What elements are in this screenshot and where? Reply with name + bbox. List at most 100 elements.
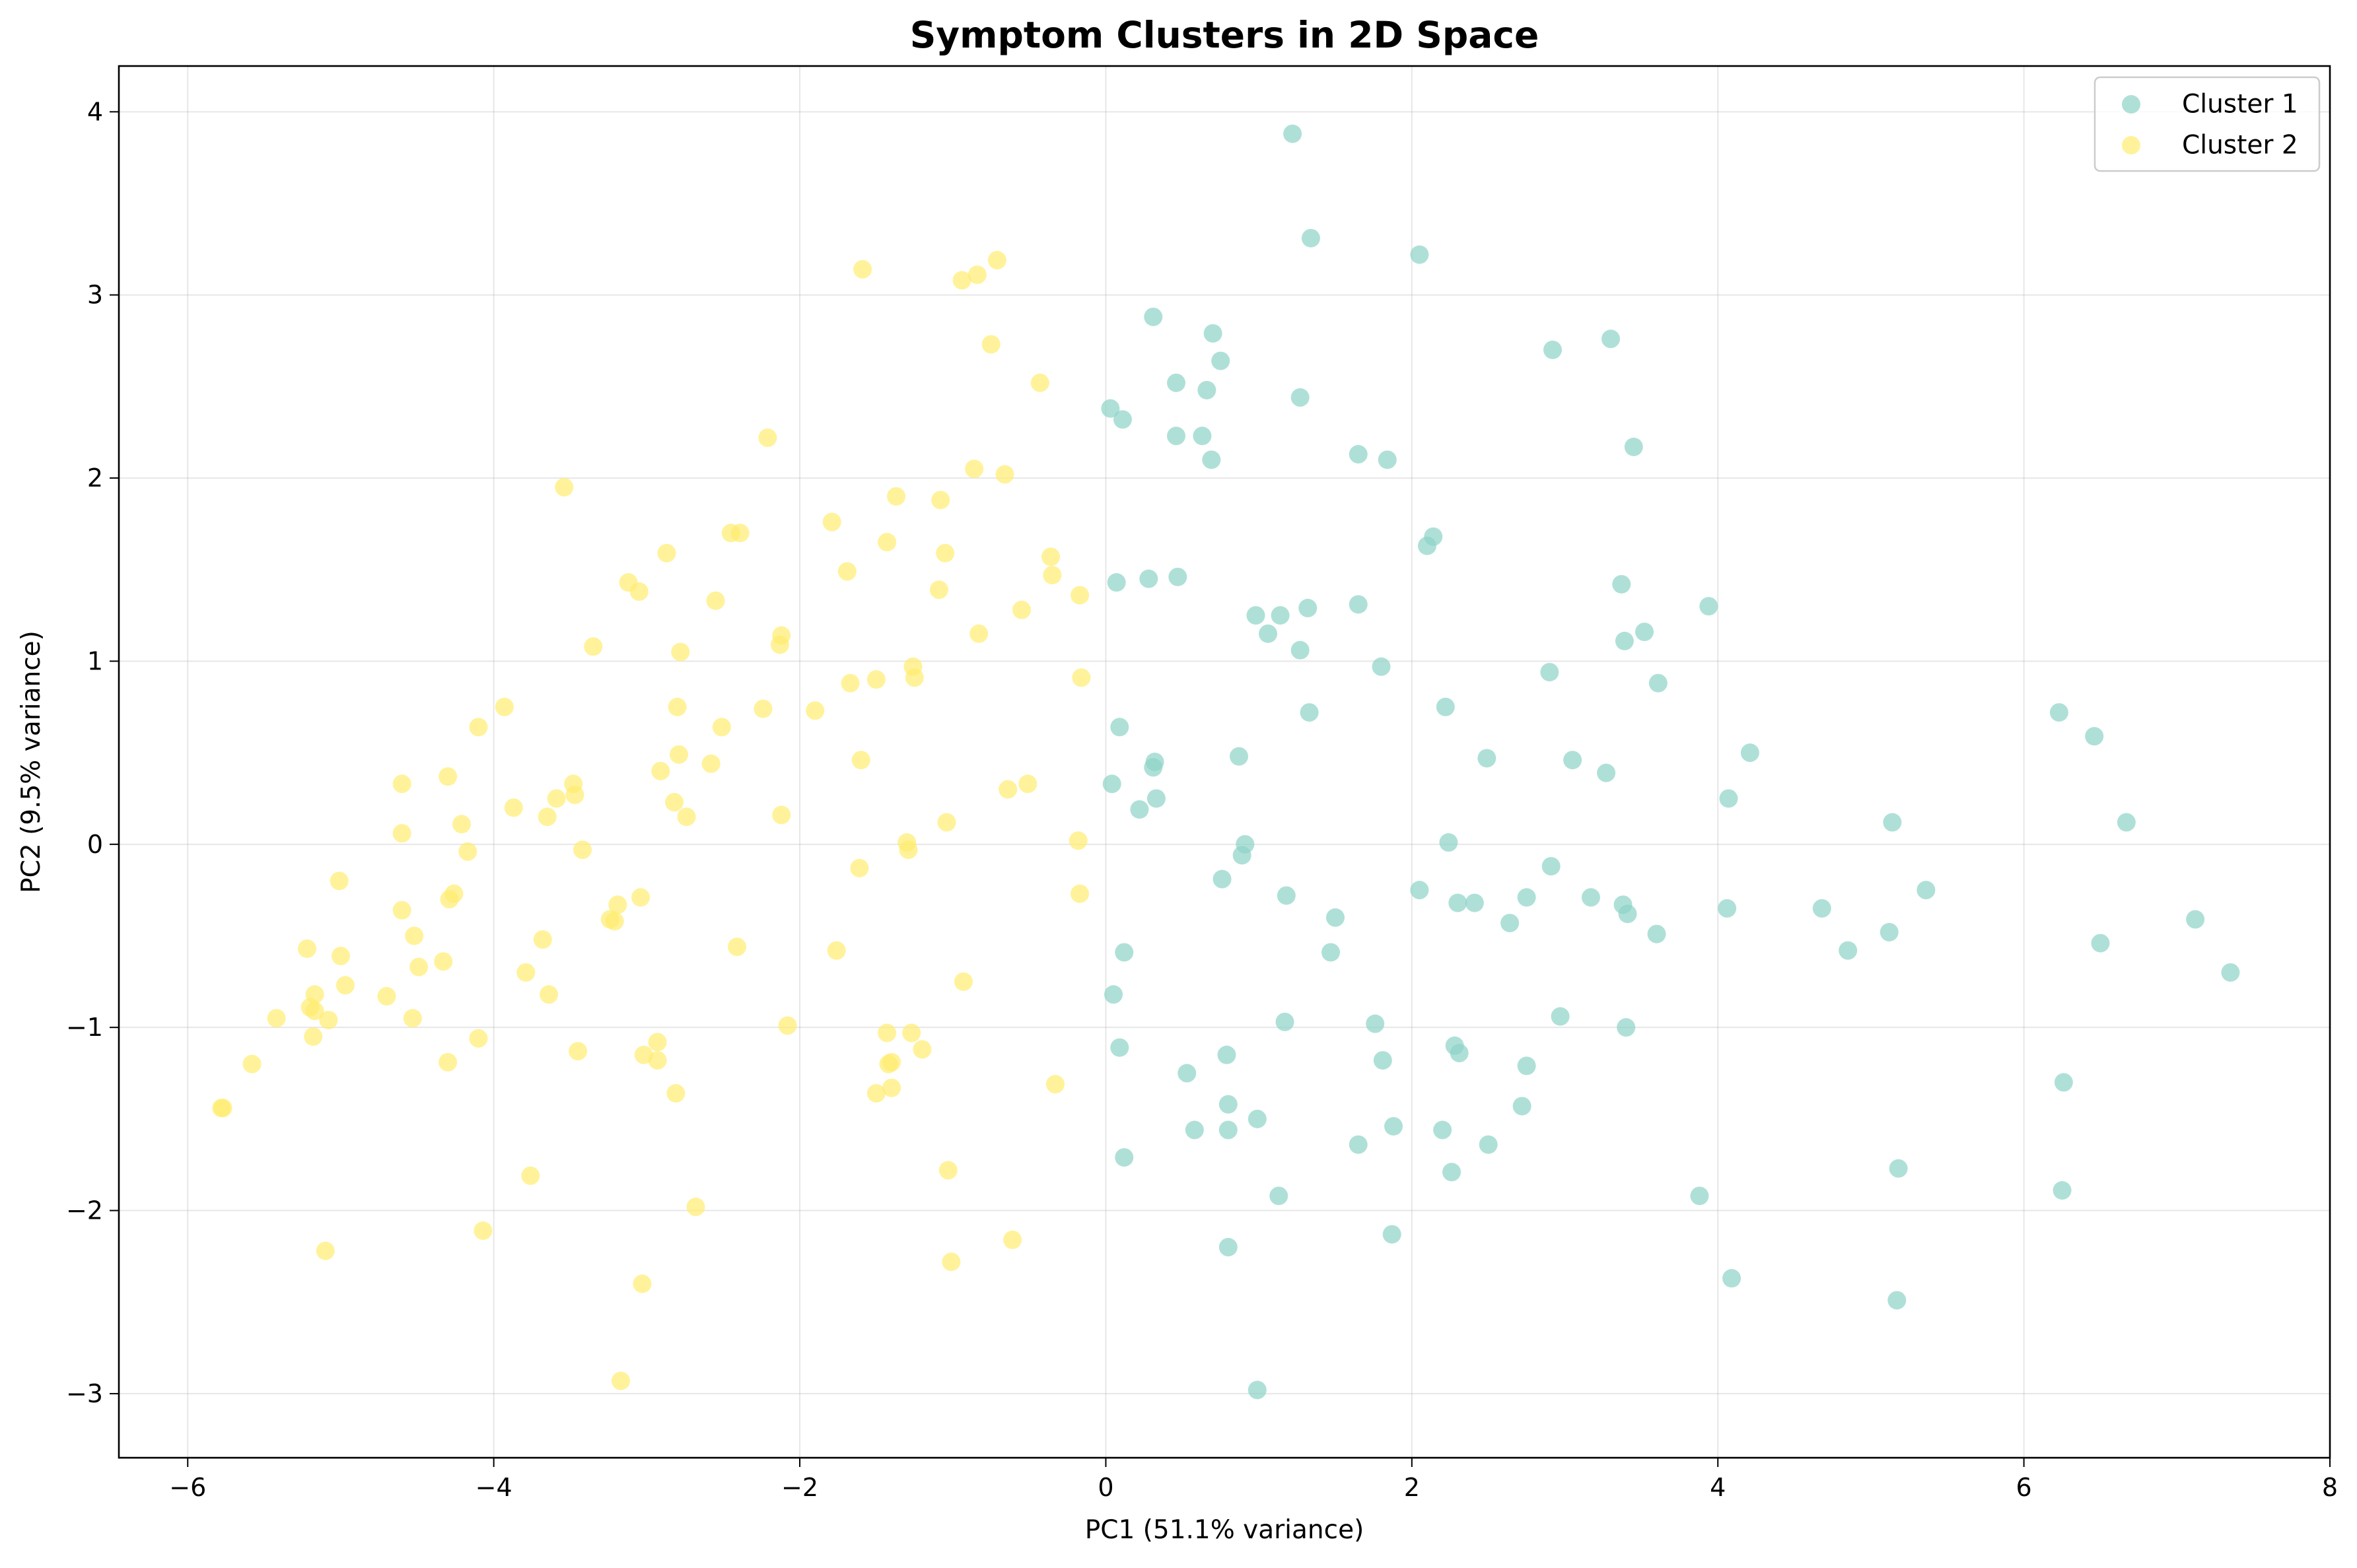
data-point-cluster-2 — [330, 871, 349, 891]
data-point-cluster-2 — [853, 259, 872, 279]
data-point-cluster-2 — [405, 926, 424, 945]
x-tick-label: −4 — [475, 1473, 512, 1502]
data-point-cluster-1 — [1410, 245, 1429, 264]
legend-box — [2093, 76, 2321, 172]
data-point-cluster-2 — [706, 591, 725, 610]
data-point-cluster-1 — [1624, 437, 1643, 456]
data-point-cluster-2 — [1071, 884, 1090, 903]
data-point-cluster-1 — [1102, 774, 1121, 794]
data-point-cluster-2 — [677, 807, 696, 827]
data-point-cluster-2 — [540, 985, 559, 1004]
data-point-cluster-2 — [1012, 600, 1032, 619]
data-point-cluster-1 — [1269, 1186, 1288, 1206]
data-point-cluster-2 — [440, 890, 459, 909]
data-point-cluster-1 — [1178, 1064, 1197, 1083]
data-point-cluster-2 — [981, 335, 1001, 354]
data-point-cluster-2 — [1045, 1075, 1065, 1094]
data-point-cluster-1 — [1465, 893, 1484, 912]
data-point-cluster-1 — [1500, 914, 1520, 933]
data-point-cluster-1 — [1889, 1159, 1908, 1178]
data-point-cluster-1 — [1185, 1120, 1204, 1140]
data-point-cluster-1 — [1439, 833, 1458, 852]
data-point-cluster-2 — [474, 1221, 493, 1241]
data-point-cluster-2 — [712, 718, 731, 737]
data-point-cluster-2 — [666, 1084, 686, 1103]
data-point-cluster-1 — [1384, 1116, 1403, 1136]
data-point-cluster-2 — [547, 789, 566, 808]
data-point-cluster-2 — [452, 815, 471, 834]
data-point-cluster-2 — [887, 487, 906, 506]
data-point-cluster-1 — [1349, 445, 1368, 464]
data-point-cluster-1 — [1372, 657, 1391, 676]
data-point-cluster-2 — [937, 813, 956, 832]
data-point-cluster-1 — [1300, 703, 1319, 722]
data-point-cluster-2 — [837, 562, 857, 581]
data-point-cluster-1 — [1167, 426, 1186, 446]
data-point-cluster-1 — [1113, 410, 1132, 429]
y-tick-label: 3 — [87, 281, 103, 310]
data-point-cluster-1 — [1246, 606, 1265, 625]
data-point-cluster-2 — [878, 533, 897, 552]
data-point-cluster-2 — [504, 798, 523, 817]
data-point-cluster-1 — [1110, 1038, 1129, 1057]
data-point-cluster-1 — [1217, 1045, 1236, 1064]
data-point-cluster-1 — [1617, 1018, 1636, 1037]
data-point-cluster-1 — [1110, 718, 1129, 737]
data-point-cluster-2 — [965, 460, 984, 479]
data-point-cluster-1 — [1139, 569, 1158, 588]
data-point-cluster-1 — [1144, 307, 1163, 326]
data-point-cluster-2 — [297, 939, 316, 958]
data-point-cluster-2 — [850, 858, 869, 877]
data-point-cluster-1 — [1722, 1269, 1741, 1288]
data-point-cluster-2 — [651, 761, 670, 780]
x-tick-label: 0 — [1098, 1473, 1113, 1502]
data-point-cluster-2 — [608, 895, 627, 914]
data-point-cluster-2 — [758, 428, 777, 448]
data-point-cluster-2 — [392, 774, 411, 794]
data-point-cluster-1 — [1635, 623, 1654, 642]
data-point-cluster-2 — [942, 1252, 961, 1272]
data-point-cluster-2 — [879, 1054, 898, 1074]
data-point-cluster-1 — [1648, 673, 1668, 693]
data-point-cluster-1 — [1203, 324, 1222, 343]
x-tick-label: 8 — [2322, 1473, 2338, 1502]
data-point-cluster-1 — [1218, 1120, 1238, 1140]
data-point-cluster-2 — [882, 1078, 901, 1097]
data-point-cluster-2 — [938, 1161, 958, 1180]
data-point-cluster-1 — [1259, 624, 1278, 643]
data-point-cluster-1 — [1349, 1135, 1368, 1154]
data-point-cluster-2 — [555, 477, 574, 496]
data-point-cluster-2 — [878, 1023, 897, 1042]
data-point-cluster-2 — [913, 1040, 932, 1059]
data-point-cluster-2 — [995, 465, 1014, 484]
data-point-cluster-2 — [305, 1002, 324, 1021]
data-point-cluster-1 — [1366, 1014, 1385, 1033]
data-point-cluster-1 — [1298, 599, 1318, 618]
data-point-cluster-1 — [1378, 450, 1397, 469]
data-point-cluster-2 — [772, 805, 791, 825]
data-point-cluster-2 — [316, 1241, 335, 1260]
data-point-cluster-2 — [392, 824, 411, 843]
data-point-cluster-2 — [377, 987, 396, 1006]
data-point-cluster-2 — [701, 754, 721, 773]
data-point-cluster-2 — [1043, 566, 1062, 585]
data-point-cluster-2 — [1071, 586, 1090, 605]
data-point-cluster-2 — [538, 807, 557, 827]
data-point-cluster-1 — [1277, 886, 1296, 905]
legend-marker-cluster-2 — [2122, 136, 2140, 154]
data-point-cluster-1 — [1321, 943, 1341, 962]
data-point-cluster-1 — [1301, 228, 1320, 248]
data-point-cluster-2 — [969, 624, 989, 643]
data-point-cluster-1 — [1883, 813, 1902, 832]
data-point-cluster-1 — [1218, 1238, 1238, 1257]
data-point-cluster-2 — [516, 963, 536, 982]
data-point-cluster-2 — [392, 901, 411, 920]
data-point-cluster-2 — [671, 642, 690, 662]
data-point-cluster-1 — [1232, 846, 1251, 865]
data-point-cluster-1 — [1168, 567, 1187, 586]
data-point-cluster-1 — [1248, 1109, 1267, 1128]
data-point-cluster-2 — [584, 637, 603, 656]
data-point-cluster-2 — [866, 1084, 886, 1103]
y-tick-label: 2 — [87, 463, 103, 493]
